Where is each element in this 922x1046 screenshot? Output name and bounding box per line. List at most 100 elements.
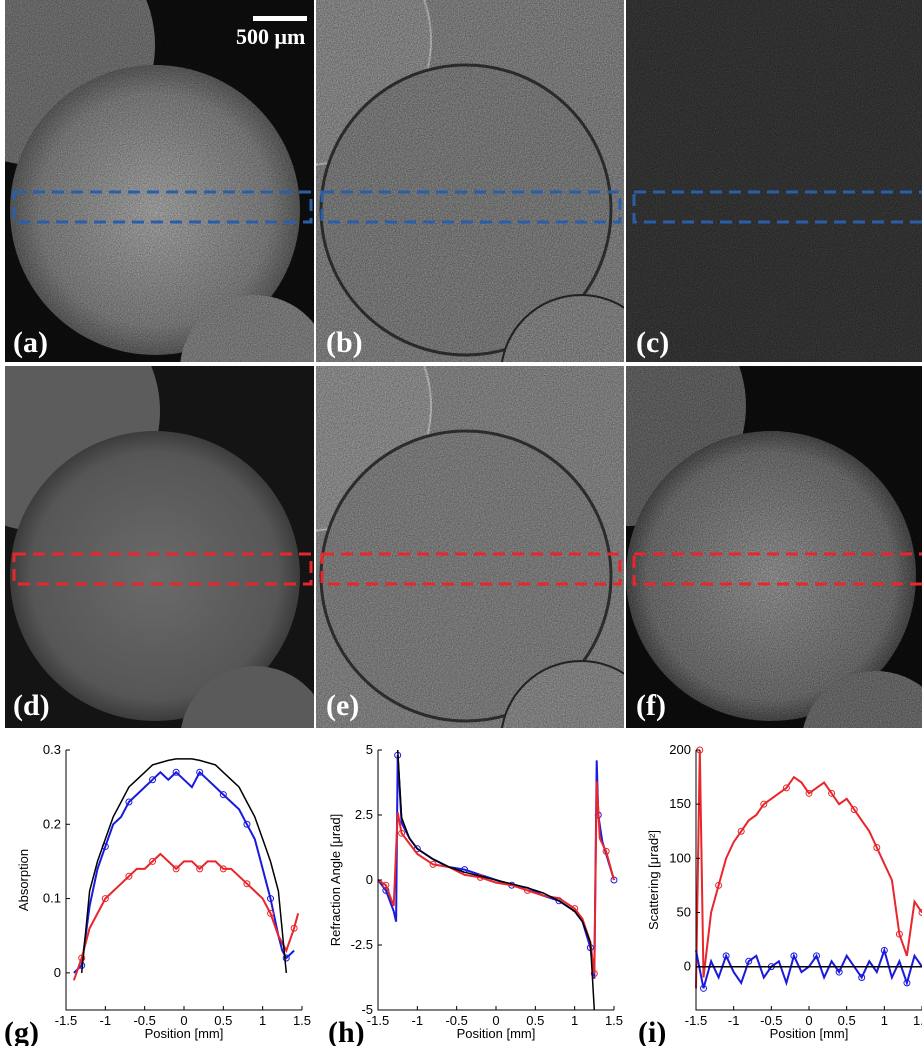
panel-e-roi bbox=[320, 552, 622, 586]
plot-i-series-1-point-4 bbox=[722, 952, 730, 960]
plot-h-label: (h) bbox=[328, 1016, 365, 1046]
plot-h-ylabel: Refraction Angle [μrad] bbox=[328, 814, 343, 947]
plot-h-series-1-point-4 bbox=[398, 829, 406, 837]
plot-i-ylabel: Scattering [μrad²] bbox=[646, 830, 661, 930]
plot-g-ytick-label-0: 0 bbox=[54, 965, 61, 980]
panel-e: (e) bbox=[316, 366, 624, 728]
plot-h-ytick-label-1: -2.5 bbox=[351, 937, 373, 952]
plot-i-series-1-point-7 bbox=[745, 957, 753, 965]
plot-i-series-1-point-13 bbox=[790, 952, 798, 960]
plot-i-ytick-label-2: 100 bbox=[669, 850, 691, 865]
plot-i-series-1 bbox=[695, 947, 922, 989]
plot-i-xtick-label-6: 1.5 bbox=[913, 1013, 922, 1028]
plot-g-series-0 bbox=[73, 770, 295, 974]
plot-g-series-0-point-7 bbox=[125, 798, 133, 806]
panel-b: (b) bbox=[316, 0, 624, 362]
plot-g-series-1-point-19 bbox=[219, 865, 227, 873]
panel-a-roi bbox=[12, 190, 313, 224]
plot-h-series-2 bbox=[396, 749, 596, 1011]
plot-i-ytick-label-4: 200 bbox=[669, 742, 691, 757]
panel-d-roi bbox=[12, 552, 313, 586]
plot-g-ytick-label-3: 0.3 bbox=[43, 742, 61, 757]
plot-h-ytick-label-0: -5 bbox=[361, 1002, 373, 1017]
plot-h-series-0 bbox=[377, 755, 615, 979]
plot-i-series-0-point-19 bbox=[828, 789, 836, 797]
plot-g-series-1-point-7 bbox=[125, 872, 133, 880]
plot-i-xtick-label-4: 0.5 bbox=[838, 1013, 856, 1028]
plot-i-series-0-point-28 bbox=[895, 930, 903, 938]
panel-c-roi bbox=[632, 190, 922, 224]
plot-h-xtick-label-0: -1.5 bbox=[367, 1013, 389, 1028]
plot-g-series-1-point-25 bbox=[267, 909, 275, 917]
plot-g: -1.5 -1 -0.5 0 0.5 1 1.5 0 0.1 0.2 0.3 Position [mm… bbox=[0, 730, 312, 1046]
plot-i-series-1-point-22 bbox=[858, 974, 866, 981]
plot-i-xtick-label-2: -0.5 bbox=[760, 1013, 782, 1028]
plot-h-xtick-label-5: 1 bbox=[571, 1013, 578, 1028]
plot-i-label: (i) bbox=[638, 1016, 667, 1046]
plot-g-xtick-label-6: 1.5 bbox=[293, 1013, 311, 1028]
plot-g-xtick-label-3: 0 bbox=[180, 1013, 187, 1028]
panel-c: (c) bbox=[626, 0, 922, 362]
plot-h-series-1 bbox=[377, 781, 615, 974]
plot-h-ytick-label-4: 5 bbox=[366, 742, 373, 757]
plot-g-series-1-point-10 bbox=[149, 857, 157, 865]
plot-g-series-1-point-1 bbox=[78, 954, 86, 962]
panel-d-label: (d) bbox=[13, 689, 50, 722]
plot-g-series-0-point-13 bbox=[172, 768, 180, 776]
plot-h-xlabel: Position [mm] bbox=[457, 1026, 536, 1041]
panel-e-image bbox=[316, 366, 624, 728]
plot-h-svg: -1.5 -1 -0.5 0 0.5 1 1.5 -5 -2.5 0 2.5 5 Position [m… bbox=[328, 742, 623, 1041]
plot-i-series-1-point-25 bbox=[880, 946, 888, 954]
plot-i-series-0-point-16 bbox=[805, 789, 813, 797]
plot-i-xtick-label-3: 0 bbox=[805, 1013, 812, 1028]
panel-f-roi bbox=[632, 552, 922, 586]
plot-i-xtick-label-1: -1 bbox=[728, 1013, 740, 1028]
plot-i-series-0-point-22 bbox=[850, 806, 858, 814]
plot-i-series-0 bbox=[695, 749, 922, 989]
plot-g-series-0-point-28 bbox=[282, 954, 290, 962]
plot-h: -1.5 -1 -0.5 0 0.5 1 1.5 -5 -2.5 0 2.5 5 Position [m… bbox=[312, 730, 624, 1046]
plot-i-series-0-point-10 bbox=[760, 800, 768, 808]
panel-f-image bbox=[626, 366, 922, 728]
plot-h-series-1-point-1 bbox=[382, 881, 390, 889]
scale-bar-label: 500 μm bbox=[236, 24, 306, 49]
panel-f: (f) bbox=[626, 366, 922, 728]
plot-h-xtick-label-1: -1 bbox=[412, 1013, 424, 1028]
plot-g-xtick-label-0: -1.5 bbox=[55, 1013, 77, 1028]
plot-g-series-0-point-22 bbox=[243, 820, 251, 828]
plot-g-series-0-point-16 bbox=[196, 768, 204, 776]
plot-i-series-0-point-13 bbox=[782, 784, 790, 792]
panel-d: (d) bbox=[5, 366, 314, 728]
plot-g-series-1-point-13 bbox=[172, 865, 180, 873]
plot-h-xtick-label-4: 0.5 bbox=[526, 1013, 544, 1028]
panel-a-image bbox=[5, 0, 314, 362]
panel-e-label: (e) bbox=[326, 689, 360, 722]
plot-i: -1.5 -1 -0.5 0 0.5 1 1.5 0 50 100 150 200 Position [… bbox=[624, 730, 922, 1046]
panel-b-roi bbox=[320, 190, 622, 224]
plot-g-series-1-point-16 bbox=[196, 865, 204, 873]
plot-h-ytick-label-2: 0 bbox=[366, 872, 373, 887]
plot-g-series-1 bbox=[72, 852, 300, 981]
plot-i-axes bbox=[695, 750, 922, 1011]
plot-i-series-0-point-7 bbox=[737, 827, 745, 835]
panel-a-label: (a) bbox=[13, 326, 48, 359]
plot-g-label: (g) bbox=[4, 1016, 39, 1046]
plot-i-series-1-point-1 bbox=[700, 984, 708, 992]
panel-c-label: (c) bbox=[636, 326, 670, 359]
panel-b-label: (b) bbox=[326, 326, 363, 359]
panel-d-image bbox=[5, 366, 314, 728]
plot-i-series-1-point-19 bbox=[835, 968, 843, 976]
plot-h-xtick-label-2: -0.5 bbox=[445, 1013, 467, 1028]
plot-g-ytick-label-2: 0.2 bbox=[43, 816, 61, 831]
plot-h-series-1-point-19 bbox=[590, 970, 598, 978]
plot-i-xtick-label-5: 1 bbox=[881, 1013, 888, 1028]
plot-g-series-2 bbox=[80, 758, 288, 973]
scale-bar bbox=[253, 16, 307, 21]
plot-g-series-0-point-10 bbox=[149, 776, 157, 784]
plot-g-xtick-label-4: 0.5 bbox=[214, 1013, 232, 1028]
plot-g-series-1-point-4 bbox=[101, 895, 109, 903]
plot-i-series-0-point-25 bbox=[873, 844, 881, 851]
plot-h-xtick-label-3: 0 bbox=[492, 1013, 499, 1028]
plot-g-series-1-point-22 bbox=[243, 880, 251, 888]
plot-g-ytick-label-1: 0.1 bbox=[43, 891, 61, 906]
